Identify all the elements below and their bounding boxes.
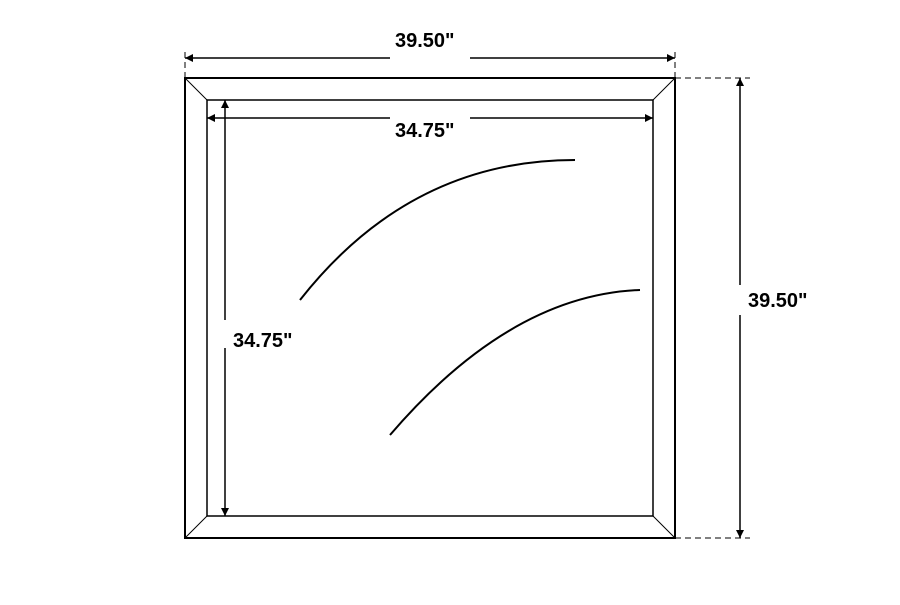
diagram-stage: 39.50" 34.75" 34.75" 39.50" bbox=[0, 0, 900, 600]
inner-width-label: 34.75" bbox=[395, 120, 455, 143]
outer-height-label: 39.50" bbox=[748, 290, 808, 313]
outer-width-label: 39.50" bbox=[395, 30, 455, 53]
inner-height-label: 34.75" bbox=[233, 330, 293, 353]
